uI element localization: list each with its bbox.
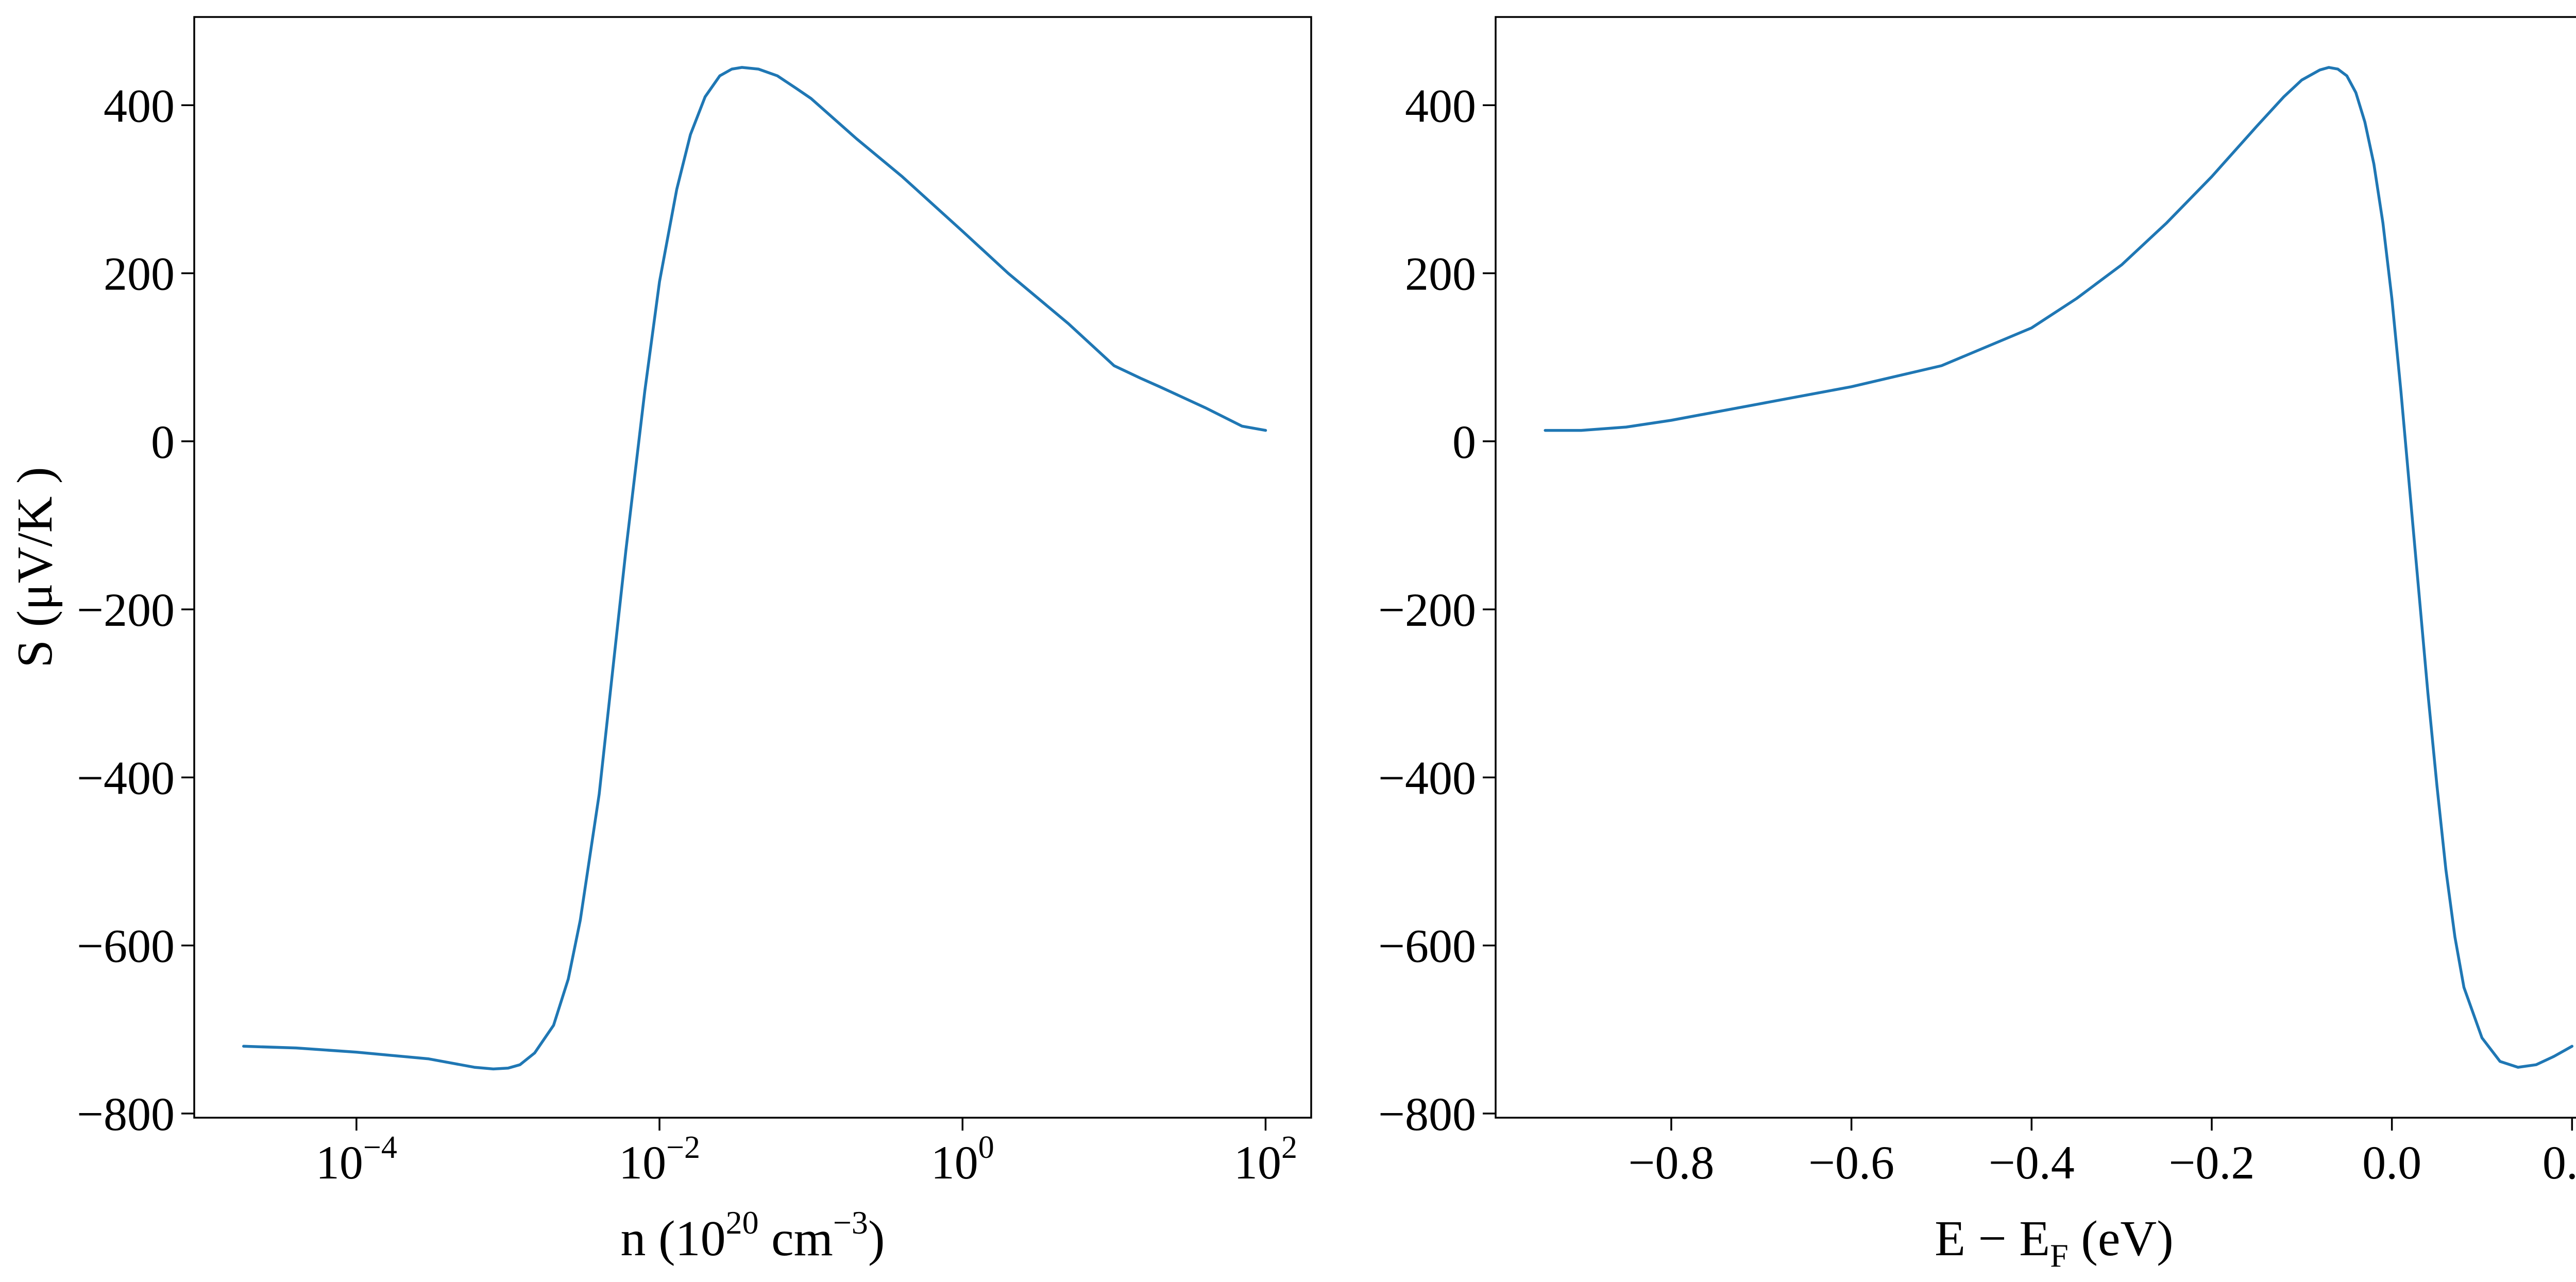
series-line [242, 66, 1267, 1071]
y-tick-label: −600 [1378, 920, 1476, 972]
x-axis-label: n (1020 cm−3) [620, 1204, 885, 1267]
x-tick-label: 10−4 [316, 1130, 397, 1189]
y-tick-label: −600 [77, 920, 175, 972]
y-tick-label: −400 [77, 751, 175, 804]
x-tick-label: 100 [931, 1130, 994, 1189]
x-tick-label: 0.2 [2543, 1136, 2576, 1189]
y-tick-label: −400 [1378, 751, 1476, 804]
x-tick-label: 10−2 [619, 1130, 700, 1189]
left-panel-seebeck-vs-carrier-concentration: 400 200 0 −200 −400 −600 −800 10−4 10−2 100 102 n (… [7, 16, 1312, 1267]
right-panel-seebeck-vs-energy: 400 200 0 −200 −400 −600 −800 −0.8 −0.6 −0.4 −0.2 0… [1378, 16, 2576, 1274]
y-tick-label: −800 [1378, 1088, 1476, 1140]
y-tick-label: 0 [151, 416, 175, 468]
y-tick-label: −200 [77, 584, 175, 636]
y-tick-label: 400 [104, 79, 175, 132]
x-axis-label: E − EF (eV) [1935, 1211, 2174, 1274]
y-tick-label: 200 [104, 248, 175, 300]
y-tick-label: 0 [1452, 416, 1476, 468]
plot-frame [1495, 16, 2576, 1119]
x-tick-label: −0.8 [1628, 1136, 1714, 1189]
y-axis-label: S (μV/K ) [7, 467, 63, 668]
x-tick-label: −0.2 [2169, 1136, 2255, 1189]
y-tick-label: 200 [1405, 248, 1476, 300]
y-tick-label: 400 [1405, 79, 1476, 132]
y-tick-label: −200 [1378, 584, 1476, 636]
plot-frame [193, 16, 1312, 1119]
x-tick-label: −0.4 [1989, 1136, 2075, 1189]
x-tick-label: −0.6 [1808, 1136, 1894, 1189]
x-tick-label: 0.0 [2362, 1136, 2421, 1189]
y-tick-label: −800 [77, 1088, 175, 1140]
series-line [1544, 66, 2574, 1069]
x-tick-label: 102 [1234, 1130, 1297, 1189]
